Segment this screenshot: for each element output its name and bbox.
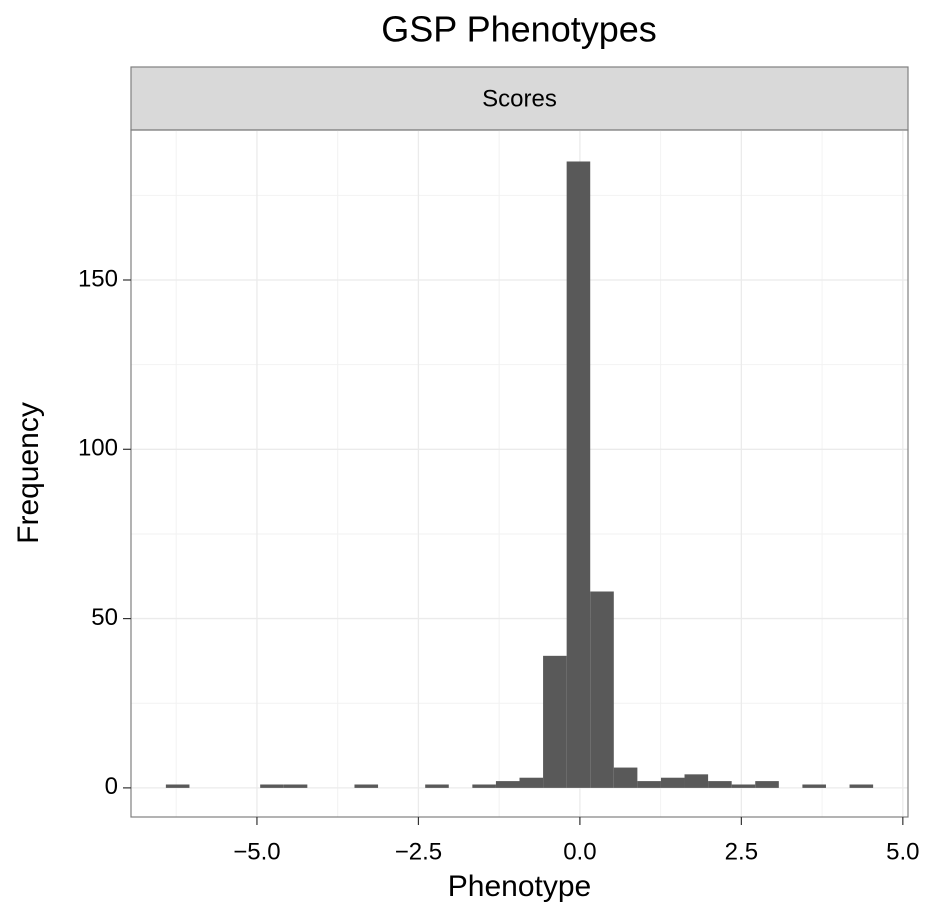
bar bbox=[849, 784, 874, 788]
bar bbox=[519, 777, 544, 788]
bar bbox=[495, 781, 520, 788]
bar bbox=[802, 784, 826, 788]
facet-label: Scores bbox=[482, 85, 557, 112]
axes: −5.0 −2.5 0.0 2.5 5.0 0 50 100 150 bbox=[78, 265, 920, 865]
y-axis-title: Frequency bbox=[12, 402, 45, 544]
y-tick-label: 100 bbox=[78, 435, 118, 462]
x-tick-label: −5.0 bbox=[233, 838, 280, 865]
x-tick-label: 5.0 bbox=[886, 838, 919, 865]
bar bbox=[566, 161, 591, 788]
bar bbox=[684, 774, 709, 788]
bar bbox=[708, 781, 732, 788]
x-tick-label: −2.5 bbox=[395, 838, 442, 865]
bar bbox=[283, 784, 308, 788]
y-tick-label: 150 bbox=[78, 265, 118, 292]
bar bbox=[731, 784, 756, 788]
bar bbox=[637, 781, 661, 788]
bar bbox=[613, 767, 638, 788]
bar bbox=[260, 784, 284, 788]
bar bbox=[165, 784, 190, 788]
bar bbox=[590, 591, 614, 788]
panel-border bbox=[130, 129, 909, 818]
x-tick-label: 0.0 bbox=[563, 838, 596, 865]
grid bbox=[131, 130, 908, 817]
y-tick-label: 0 bbox=[105, 773, 118, 800]
bar bbox=[755, 781, 779, 788]
bars bbox=[165, 161, 874, 788]
x-axis-title: Phenotype bbox=[448, 870, 591, 903]
chart-title: GSP Phenotypes bbox=[381, 9, 657, 50]
bar bbox=[354, 784, 379, 788]
facet-strip bbox=[130, 66, 909, 131]
bar bbox=[543, 655, 567, 788]
y-tick-label: 50 bbox=[91, 604, 118, 631]
bar bbox=[660, 777, 685, 788]
bar bbox=[472, 784, 496, 788]
bar bbox=[425, 784, 449, 788]
x-tick-label: 2.5 bbox=[725, 838, 758, 865]
